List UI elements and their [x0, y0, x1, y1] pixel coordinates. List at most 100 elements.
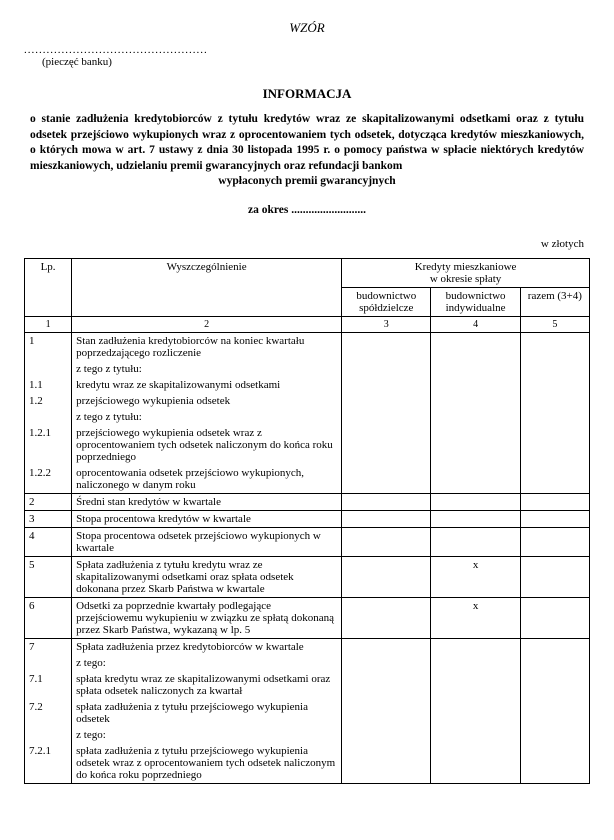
colnum-3: 3	[342, 316, 431, 332]
colnum-2: 2	[72, 316, 342, 332]
table-cell-desc: przejściowego wykupienia odsetek wraz z …	[72, 425, 342, 465]
table-cell-desc: Spłata zadłużenia przez kredytobiorców w…	[72, 638, 342, 655]
table-cell-value	[342, 393, 431, 409]
table-cell-value	[520, 493, 589, 510]
table-cell-value	[520, 699, 589, 727]
document-title: INFORMACJA	[24, 86, 590, 102]
table-cell-lp: 4	[25, 527, 72, 556]
col-3-header: budownictwo spółdzielcze	[342, 287, 431, 316]
table-cell-value	[520, 638, 589, 655]
table-cell-value	[342, 409, 431, 425]
table-cell-lp	[25, 655, 72, 671]
table-cell-value	[342, 527, 431, 556]
table-cell-lp	[25, 409, 72, 425]
table-cell-value	[342, 655, 431, 671]
table-cell-value	[431, 727, 520, 743]
table-cell-value	[342, 510, 431, 527]
table-cell-value	[520, 727, 589, 743]
table-cell-value	[342, 597, 431, 638]
table-cell-value	[520, 409, 589, 425]
table-cell-value	[520, 556, 589, 597]
table-cell-desc: spłata zadłużenia z tytułu przejściowego…	[72, 699, 342, 727]
table-cell-lp: 6	[25, 597, 72, 638]
stamp-dots: ........................................…	[24, 44, 208, 56]
table-cell-lp: 1	[25, 332, 72, 361]
table-cell-value	[520, 597, 589, 638]
table-cell-value	[520, 361, 589, 377]
stamp-area: ........................................…	[24, 44, 590, 68]
table-cell-value	[431, 377, 520, 393]
table-cell-value	[342, 671, 431, 699]
subtitle-text-2: wypłaconych premii gwarancyjnych	[30, 174, 584, 190]
table-cell-value	[342, 425, 431, 465]
table-cell-value	[431, 655, 520, 671]
table-cell-value	[431, 743, 520, 784]
table-cell-value	[342, 493, 431, 510]
table-cell-lp: 5	[25, 556, 72, 597]
table-cell-value	[431, 393, 520, 409]
table-cell-value	[431, 638, 520, 655]
table-cell-value	[520, 393, 589, 409]
table-cell-value	[520, 332, 589, 361]
col-4-header: budownictwo indywidualne	[431, 287, 520, 316]
table-cell-lp: 1.2.1	[25, 425, 72, 465]
table-cell-desc: kredytu wraz ze skapitalizowanymi odsetk…	[72, 377, 342, 393]
table-cell-desc: Stopa procentowa odsetek przejściowo wyk…	[72, 527, 342, 556]
period-label: za okres ..........................	[24, 204, 590, 216]
table-cell-value	[342, 556, 431, 597]
table-cell-value	[342, 638, 431, 655]
table-cell-value	[431, 493, 520, 510]
table-cell-value: x	[431, 556, 520, 597]
table-cell-value	[431, 510, 520, 527]
table-cell-value	[342, 332, 431, 361]
table-cell-lp: 1.1	[25, 377, 72, 393]
table-cell-value	[342, 699, 431, 727]
table-cell-value: x	[431, 597, 520, 638]
table-cell-lp: 1.2.2	[25, 465, 72, 494]
table-cell-desc: oprocentowania odsetek przejściowo wykup…	[72, 465, 342, 494]
table-cell-lp	[25, 727, 72, 743]
currency-label: w złotych	[24, 238, 584, 250]
table-cell-value	[342, 727, 431, 743]
table-cell-lp: 1.2	[25, 393, 72, 409]
table-cell-value	[520, 465, 589, 494]
table-cell-lp: 7.2.1	[25, 743, 72, 784]
table-cell-lp	[25, 361, 72, 377]
table-cell-value	[520, 527, 589, 556]
table-cell-desc: z tego:	[72, 655, 342, 671]
table-cell-value	[342, 377, 431, 393]
table-cell-desc: z tego:	[72, 727, 342, 743]
table-cell-desc: przejściowego wykupienia odsetek	[72, 393, 342, 409]
col-group-header: Kredyty mieszkaniowe w okresie spłaty	[342, 258, 590, 287]
table-cell-value	[431, 465, 520, 494]
table-cell-desc: Stan zadłużenia kredytobiorców na koniec…	[72, 332, 342, 361]
table-cell-desc: z tego z tytułu:	[72, 409, 342, 425]
table-cell-value	[520, 510, 589, 527]
col-lp-header: Lp.	[25, 258, 72, 316]
table-cell-lp: 7.2	[25, 699, 72, 727]
main-table: Lp. Wyszczególnienie Kredyty mieszkaniow…	[24, 258, 590, 784]
table-cell-value	[342, 743, 431, 784]
table-cell-value	[342, 465, 431, 494]
table-cell-value	[431, 699, 520, 727]
table-cell-desc: Średni stan kredytów w kwartale	[72, 493, 342, 510]
table-cell-desc: Odsetki za poprzednie kwartały podlegają…	[72, 597, 342, 638]
table-cell-desc: Stopa procentowa kredytów w kwartale	[72, 510, 342, 527]
table-cell-value	[431, 527, 520, 556]
table-cell-value	[520, 743, 589, 784]
table-cell-lp: 7.1	[25, 671, 72, 699]
colnum-4: 4	[431, 316, 520, 332]
subtitle-text-1: o stanie zadłużenia kredytobiorców z tyt…	[30, 113, 584, 172]
table-cell-value	[342, 361, 431, 377]
table-cell-value	[520, 425, 589, 465]
table-body: 1Stan zadłużenia kredytobiorców na konie…	[25, 332, 590, 783]
table-cell-value	[431, 332, 520, 361]
stamp-label: (pieczęć banku)	[42, 56, 112, 68]
table-cell-value	[431, 409, 520, 425]
table-cell-lp: 2	[25, 493, 72, 510]
table-cell-desc: spłata zadłużenia z tytułu przejściowego…	[72, 743, 342, 784]
table-cell-lp: 7	[25, 638, 72, 655]
table-cell-value	[431, 671, 520, 699]
table-cell-value	[520, 377, 589, 393]
table-cell-value	[431, 425, 520, 465]
